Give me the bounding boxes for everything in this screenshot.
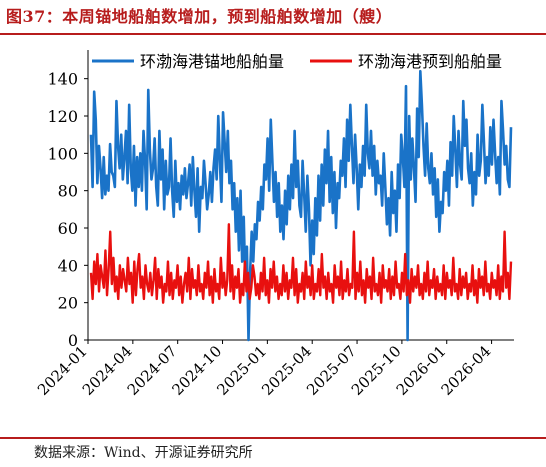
title-divider — [0, 33, 546, 35]
figure-title: 图37：本周锚地船舶数增加，预到船舶数增加（艘） — [6, 7, 393, 26]
series-line-1 — [89, 69, 513, 342]
source-note: 数据来源：Wind、开源证券研究所 — [34, 445, 253, 461]
y-tick-label: 40 — [58, 256, 78, 275]
y-tick-label: 100 — [47, 144, 78, 163]
y-tick-label: 80 — [58, 182, 78, 201]
series-line-2 — [89, 223, 513, 304]
y-tick-label: 0 — [68, 331, 78, 350]
legend: 环渤海港锚地船舶量 环渤海港预到船舶量 — [92, 52, 502, 71]
y-tick-label: 140 — [47, 70, 78, 89]
y-tick-label: 20 — [58, 294, 78, 313]
y-tick-label: 60 — [58, 219, 78, 238]
line-chart: 0204060801001201402024-012024-042024-072… — [34, 50, 514, 399]
x-tick-label: 2026-04 — [438, 342, 495, 399]
series-layer — [89, 69, 513, 342]
source-divider — [0, 437, 546, 439]
chart-container: 0 20 40 60 80 100 120 140 2024-01 2024-04 2024-07 2… — [0, 36, 546, 436]
axes: 0204060801001201402024-012024-042024-072… — [34, 50, 514, 399]
legend-label-1: 环渤海港锚地船舶量 — [140, 52, 284, 71]
legend-label-2: 环渤海港预到船舶量 — [358, 52, 502, 71]
y-tick-label: 120 — [47, 107, 78, 126]
